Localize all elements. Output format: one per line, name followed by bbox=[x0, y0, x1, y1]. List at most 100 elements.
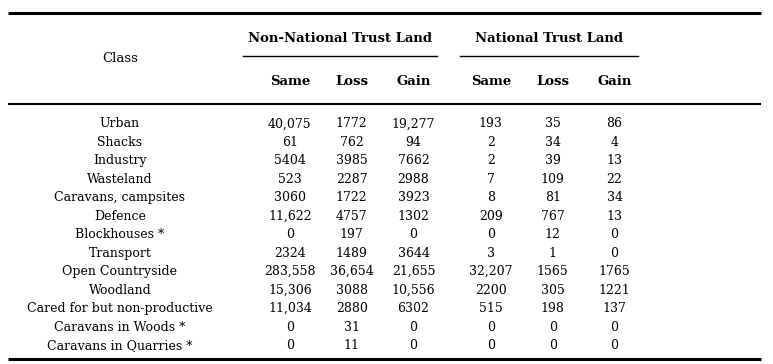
Text: 35: 35 bbox=[545, 118, 560, 130]
Text: Shacks: Shacks bbox=[97, 136, 142, 149]
Text: Caravans, campsites: Caravans, campsites bbox=[54, 191, 186, 204]
Text: 762: 762 bbox=[340, 136, 363, 149]
Text: 10,556: 10,556 bbox=[392, 284, 435, 297]
Text: 0: 0 bbox=[611, 339, 618, 352]
Text: 13: 13 bbox=[607, 154, 622, 167]
Text: 6302: 6302 bbox=[397, 302, 430, 315]
Text: Gain: Gain bbox=[397, 75, 431, 88]
Text: 15,306: 15,306 bbox=[268, 284, 312, 297]
Text: Defence: Defence bbox=[94, 210, 146, 223]
Text: 0: 0 bbox=[549, 321, 557, 334]
Text: 0: 0 bbox=[487, 321, 495, 334]
Text: National Trust Land: National Trust Land bbox=[475, 32, 623, 45]
Text: 11: 11 bbox=[344, 339, 359, 352]
Text: 2880: 2880 bbox=[335, 302, 368, 315]
Text: 1302: 1302 bbox=[397, 210, 430, 223]
Text: 4: 4 bbox=[611, 136, 618, 149]
Text: 1722: 1722 bbox=[336, 191, 367, 204]
Text: Gain: Gain bbox=[598, 75, 632, 88]
Text: 0: 0 bbox=[286, 228, 294, 241]
Text: 0: 0 bbox=[410, 339, 417, 352]
Text: 39: 39 bbox=[545, 154, 560, 167]
Text: 0: 0 bbox=[286, 339, 294, 352]
Text: 515: 515 bbox=[479, 302, 502, 315]
Text: Wasteland: Wasteland bbox=[87, 173, 152, 186]
Text: 137: 137 bbox=[603, 302, 626, 315]
Text: Caravans in Woods *: Caravans in Woods * bbox=[54, 321, 186, 334]
Text: 12: 12 bbox=[545, 228, 560, 241]
Text: 81: 81 bbox=[545, 191, 560, 204]
Text: 19,277: 19,277 bbox=[392, 118, 435, 130]
Text: 31: 31 bbox=[344, 321, 359, 334]
Text: 0: 0 bbox=[410, 228, 417, 241]
Text: Loss: Loss bbox=[536, 75, 569, 88]
Text: 767: 767 bbox=[541, 210, 564, 223]
Text: 3985: 3985 bbox=[335, 154, 368, 167]
Text: 198: 198 bbox=[541, 302, 564, 315]
Text: 34: 34 bbox=[607, 191, 622, 204]
Text: 2: 2 bbox=[487, 154, 495, 167]
Text: 4757: 4757 bbox=[336, 210, 367, 223]
Text: 11,034: 11,034 bbox=[268, 302, 312, 315]
Text: 0: 0 bbox=[286, 321, 294, 334]
Text: 2200: 2200 bbox=[475, 284, 507, 297]
Text: 3: 3 bbox=[487, 247, 495, 260]
Text: 2287: 2287 bbox=[336, 173, 367, 186]
Text: 0: 0 bbox=[611, 228, 618, 241]
Text: Class: Class bbox=[102, 52, 138, 65]
Text: 305: 305 bbox=[541, 284, 564, 297]
Text: Same: Same bbox=[270, 75, 310, 88]
Text: Open Countryside: Open Countryside bbox=[63, 265, 177, 278]
Text: 2324: 2324 bbox=[274, 247, 306, 260]
Text: 0: 0 bbox=[410, 321, 417, 334]
Text: 109: 109 bbox=[541, 173, 564, 186]
Text: Blockhouses *: Blockhouses * bbox=[75, 228, 165, 241]
Text: 0: 0 bbox=[487, 339, 495, 352]
Text: 5404: 5404 bbox=[274, 154, 306, 167]
Text: 3923: 3923 bbox=[397, 191, 430, 204]
Text: 22: 22 bbox=[607, 173, 622, 186]
Text: 11,622: 11,622 bbox=[268, 210, 312, 223]
Text: 34: 34 bbox=[545, 136, 560, 149]
Text: 7: 7 bbox=[487, 173, 495, 186]
Text: 3644: 3644 bbox=[397, 247, 430, 260]
Text: 1489: 1489 bbox=[335, 247, 368, 260]
Text: 523: 523 bbox=[278, 173, 301, 186]
Text: Urban: Urban bbox=[100, 118, 140, 130]
Text: Loss: Loss bbox=[335, 75, 368, 88]
Text: Transport: Transport bbox=[88, 247, 152, 260]
Text: 0: 0 bbox=[549, 339, 557, 352]
Text: 3060: 3060 bbox=[274, 191, 306, 204]
Text: 21,655: 21,655 bbox=[392, 265, 435, 278]
Text: 2988: 2988 bbox=[397, 173, 430, 186]
Text: 61: 61 bbox=[282, 136, 298, 149]
Text: 193: 193 bbox=[479, 118, 502, 130]
Text: 197: 197 bbox=[340, 228, 363, 241]
Text: 40,075: 40,075 bbox=[268, 118, 312, 130]
Text: Same: Same bbox=[471, 75, 511, 88]
Text: 32,207: 32,207 bbox=[469, 265, 512, 278]
Text: Industry: Industry bbox=[93, 154, 147, 167]
Text: 94: 94 bbox=[406, 136, 421, 149]
Text: 1765: 1765 bbox=[598, 265, 631, 278]
Text: Caravans in Quarries *: Caravans in Quarries * bbox=[47, 339, 192, 352]
Text: 0: 0 bbox=[611, 247, 618, 260]
Text: 2: 2 bbox=[487, 136, 495, 149]
Text: 283,558: 283,558 bbox=[264, 265, 315, 278]
Text: 0: 0 bbox=[487, 228, 495, 241]
Text: 209: 209 bbox=[479, 210, 502, 223]
Text: 1565: 1565 bbox=[536, 265, 569, 278]
Text: 36,654: 36,654 bbox=[330, 265, 373, 278]
Text: 3088: 3088 bbox=[335, 284, 368, 297]
Text: Non-National Trust Land: Non-National Trust Land bbox=[248, 32, 432, 45]
Text: 1221: 1221 bbox=[598, 284, 631, 297]
Text: Woodland: Woodland bbox=[88, 284, 152, 297]
Text: 1: 1 bbox=[549, 247, 557, 260]
Text: 1772: 1772 bbox=[336, 118, 367, 130]
Text: 7662: 7662 bbox=[397, 154, 430, 167]
Text: 86: 86 bbox=[607, 118, 622, 130]
Text: 0: 0 bbox=[611, 321, 618, 334]
Text: Cared for but non-productive: Cared for but non-productive bbox=[27, 302, 213, 315]
Text: 8: 8 bbox=[487, 191, 495, 204]
Text: 13: 13 bbox=[607, 210, 622, 223]
